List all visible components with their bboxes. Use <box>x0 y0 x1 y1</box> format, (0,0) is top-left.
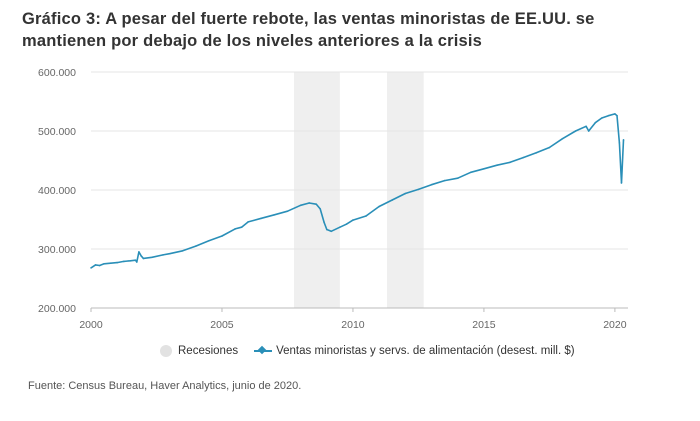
data-point[interactable] <box>587 130 590 132</box>
data-point[interactable] <box>323 221 325 224</box>
chart-title: Gráfico 3: A pesar del fuerte rebote, la… <box>22 10 595 50</box>
data-point[interactable] <box>378 205 380 208</box>
data-point[interactable] <box>614 113 616 115</box>
data-point[interactable] <box>103 262 105 265</box>
data-point[interactable] <box>94 264 97 266</box>
data-point[interactable] <box>319 208 322 210</box>
data-point[interactable] <box>234 228 236 230</box>
data-point[interactable] <box>142 257 145 260</box>
data-point[interactable] <box>601 117 603 119</box>
data-point[interactable] <box>339 226 341 228</box>
data-point[interactable] <box>315 203 318 205</box>
data-point[interactable] <box>618 142 621 144</box>
data-point[interactable] <box>208 239 210 242</box>
y-tick-label: 200.000 <box>38 303 76 315</box>
series-swatch <box>254 345 273 357</box>
data-point[interactable] <box>151 256 153 259</box>
data-point[interactable] <box>561 137 564 140</box>
data-point[interactable] <box>247 221 249 223</box>
x-axis: 2000 2005 2010 2015 2020 <box>79 307 628 331</box>
data-point[interactable] <box>308 202 311 204</box>
data-point[interactable] <box>98 264 101 267</box>
legend-item-recessions[interactable]: Recesiones <box>160 345 238 357</box>
recession-swatch <box>160 345 172 357</box>
data-point[interactable] <box>585 125 587 128</box>
data-point[interactable] <box>470 171 472 174</box>
data-point[interactable] <box>286 210 289 213</box>
series-layer <box>90 113 625 269</box>
data-point[interactable] <box>122 260 125 263</box>
data-point[interactable] <box>162 254 164 256</box>
data-point[interactable] <box>345 223 348 226</box>
data-point[interactable] <box>391 199 394 201</box>
data-point[interactable] <box>138 251 140 253</box>
y-tick-label: 500.000 <box>38 126 76 138</box>
data-point[interactable] <box>496 164 498 167</box>
data-point[interactable] <box>221 235 223 237</box>
data-point[interactable] <box>535 152 538 154</box>
gridlines <box>91 71 628 309</box>
data-point[interactable] <box>325 228 328 231</box>
data-point[interactable] <box>417 188 420 191</box>
data-point[interactable] <box>273 213 276 216</box>
x-tick-label: 2015 <box>472 319 496 331</box>
series-line-0 <box>90 113 625 269</box>
data-point[interactable] <box>404 192 407 195</box>
data-point[interactable] <box>140 255 143 257</box>
y-tick-label: 400.000 <box>38 185 76 197</box>
data-point[interactable] <box>299 204 302 207</box>
legend: Recesiones Ventas minoristas y servs. de… <box>160 345 591 357</box>
data-point[interactable] <box>240 226 243 228</box>
data-point[interactable] <box>109 262 112 264</box>
data-point[interactable] <box>181 249 184 252</box>
data-point[interactable] <box>352 219 354 221</box>
data-point[interactable] <box>607 114 610 117</box>
source-note: Fuente: Census Bureau, Haver Analytics, … <box>28 380 302 392</box>
data-point[interactable] <box>522 156 525 159</box>
data-point[interactable] <box>365 215 367 217</box>
legend-item-series[interactable]: Ventas minoristas y servs. de alimentaci… <box>254 345 575 357</box>
legend-series-label: Ventas minoristas y servs. de alimentaci… <box>276 345 575 357</box>
y-tick-label: 600.000 <box>38 67 76 79</box>
data-point[interactable] <box>483 167 485 170</box>
data-point[interactable] <box>616 114 618 117</box>
y-axis-labels: 200.000 300.000 400.000 500.000 600.000 <box>38 67 76 315</box>
y-tick-label: 300.000 <box>38 244 76 256</box>
data-point[interactable] <box>594 121 597 124</box>
x-tick-label: 2010 <box>341 319 365 331</box>
data-point[interactable] <box>622 139 625 141</box>
data-point[interactable] <box>574 130 577 132</box>
data-point[interactable] <box>168 252 171 255</box>
legend-recessions-label: Recesiones <box>178 345 239 357</box>
data-point[interactable] <box>430 183 433 186</box>
data-point[interactable] <box>134 259 137 262</box>
data-point[interactable] <box>260 217 263 220</box>
data-point[interactable] <box>90 267 92 269</box>
x-tick-label: 2000 <box>79 319 103 331</box>
line-chart: 200.000 300.000 400.000 500.000 600.000 2000… <box>38 67 628 331</box>
data-point[interactable] <box>129 260 132 262</box>
data-point[interactable] <box>330 230 333 233</box>
data-point[interactable] <box>456 177 459 179</box>
x-tick-label: 2020 <box>603 319 627 331</box>
data-point[interactable] <box>620 182 623 184</box>
data-point[interactable] <box>194 245 197 247</box>
data-point[interactable] <box>509 161 511 164</box>
data-point[interactable] <box>548 146 551 149</box>
data-point[interactable] <box>116 261 118 264</box>
data-point[interactable] <box>136 261 138 263</box>
x-tick-label: 2005 <box>210 319 234 331</box>
data-point[interactable] <box>443 179 446 182</box>
